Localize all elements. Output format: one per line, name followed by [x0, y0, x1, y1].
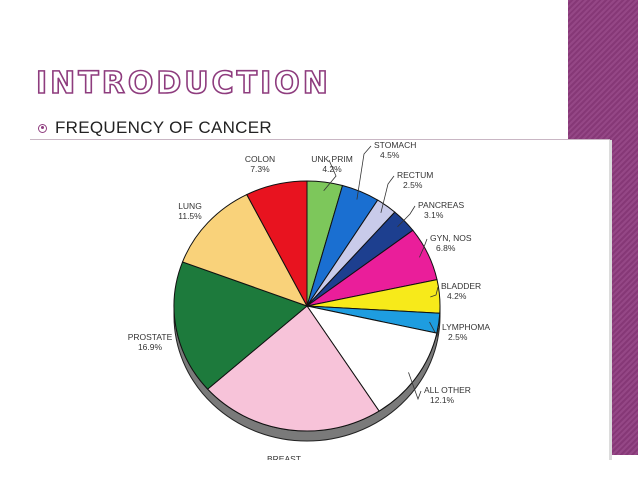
pie-slice-all-other [305, 305, 438, 412]
bullet-item: FREQUENCY OF CANCER [38, 117, 272, 139]
pie-slice-lung [181, 193, 309, 307]
slice-value-colon: 7.3% [250, 164, 270, 174]
slide-title: INTRODUCTION [35, 65, 331, 102]
leader-line-all-other [408, 372, 422, 401]
slice-label-lymphoma: LYMPHOMA [442, 322, 490, 332]
slice-label-unk-prim: UNK PRIM [311, 154, 353, 164]
bullet-circle-icon [38, 123, 47, 133]
slice-value-prostate: 16.9% [138, 342, 163, 352]
slice-value-unk-prim: 4.2% [322, 164, 342, 174]
pie-slice-colon [246, 180, 308, 307]
leader-line-unk-prim [323, 159, 337, 192]
leader-line-lymphoma [429, 321, 440, 338]
slice-label-rectum: RECTUM [397, 170, 433, 180]
leader-line-bladder [430, 286, 439, 298]
slice-label-breast: BREAST [267, 454, 301, 460]
slice-label-prostate: PROSTATE [128, 332, 173, 342]
pie-slice-breast [206, 305, 380, 432]
slice-label-colon: COLON [245, 154, 275, 164]
slice-label-pancreas: PANCREAS [418, 200, 464, 210]
slice-value-bladder: 4.2% [447, 291, 467, 301]
leader-line-stomach [356, 145, 372, 200]
slice-value-rectum: 2.5% [403, 180, 423, 190]
slice-label-bladder: BLADDER [441, 281, 481, 291]
pie-chart-panel: UNK PRIM 4.2% STOMACH 4.5% RECTUM 2.5% PANCREA… [112, 140, 610, 460]
title-underline [30, 139, 610, 140]
leader-line-pancreas [397, 205, 416, 228]
slice-label-all-other: ALL OTHER [424, 385, 471, 395]
slice-value-lung: 11.5% [178, 211, 202, 221]
leader-line-rectum [380, 175, 395, 213]
slice-value-lymphoma: 2.5% [448, 332, 468, 342]
slice-label-lung: LUNG [178, 201, 202, 211]
slice-label-gyn-nos: GYN, NOS [430, 233, 472, 243]
leader-line-gyn-nos [419, 238, 428, 258]
slice-value-gyn-nos: 6.8% [436, 243, 456, 253]
pie-slice-prostate [173, 261, 308, 390]
chart-panel-edge [609, 140, 612, 460]
bullet-text: FREQUENCY OF CANCER [55, 118, 272, 137]
slice-value-pancreas: 3.1% [424, 210, 444, 220]
slice-label-stomach: STOMACH [374, 140, 416, 150]
slice-value-all-other: 12.1% [430, 395, 455, 405]
slice-value-stomach: 4.5% [380, 150, 400, 160]
pie-chart: UNK PRIM4.2%STOMACH4.5%RECTUM2.5%PANCREA… [128, 140, 491, 460]
